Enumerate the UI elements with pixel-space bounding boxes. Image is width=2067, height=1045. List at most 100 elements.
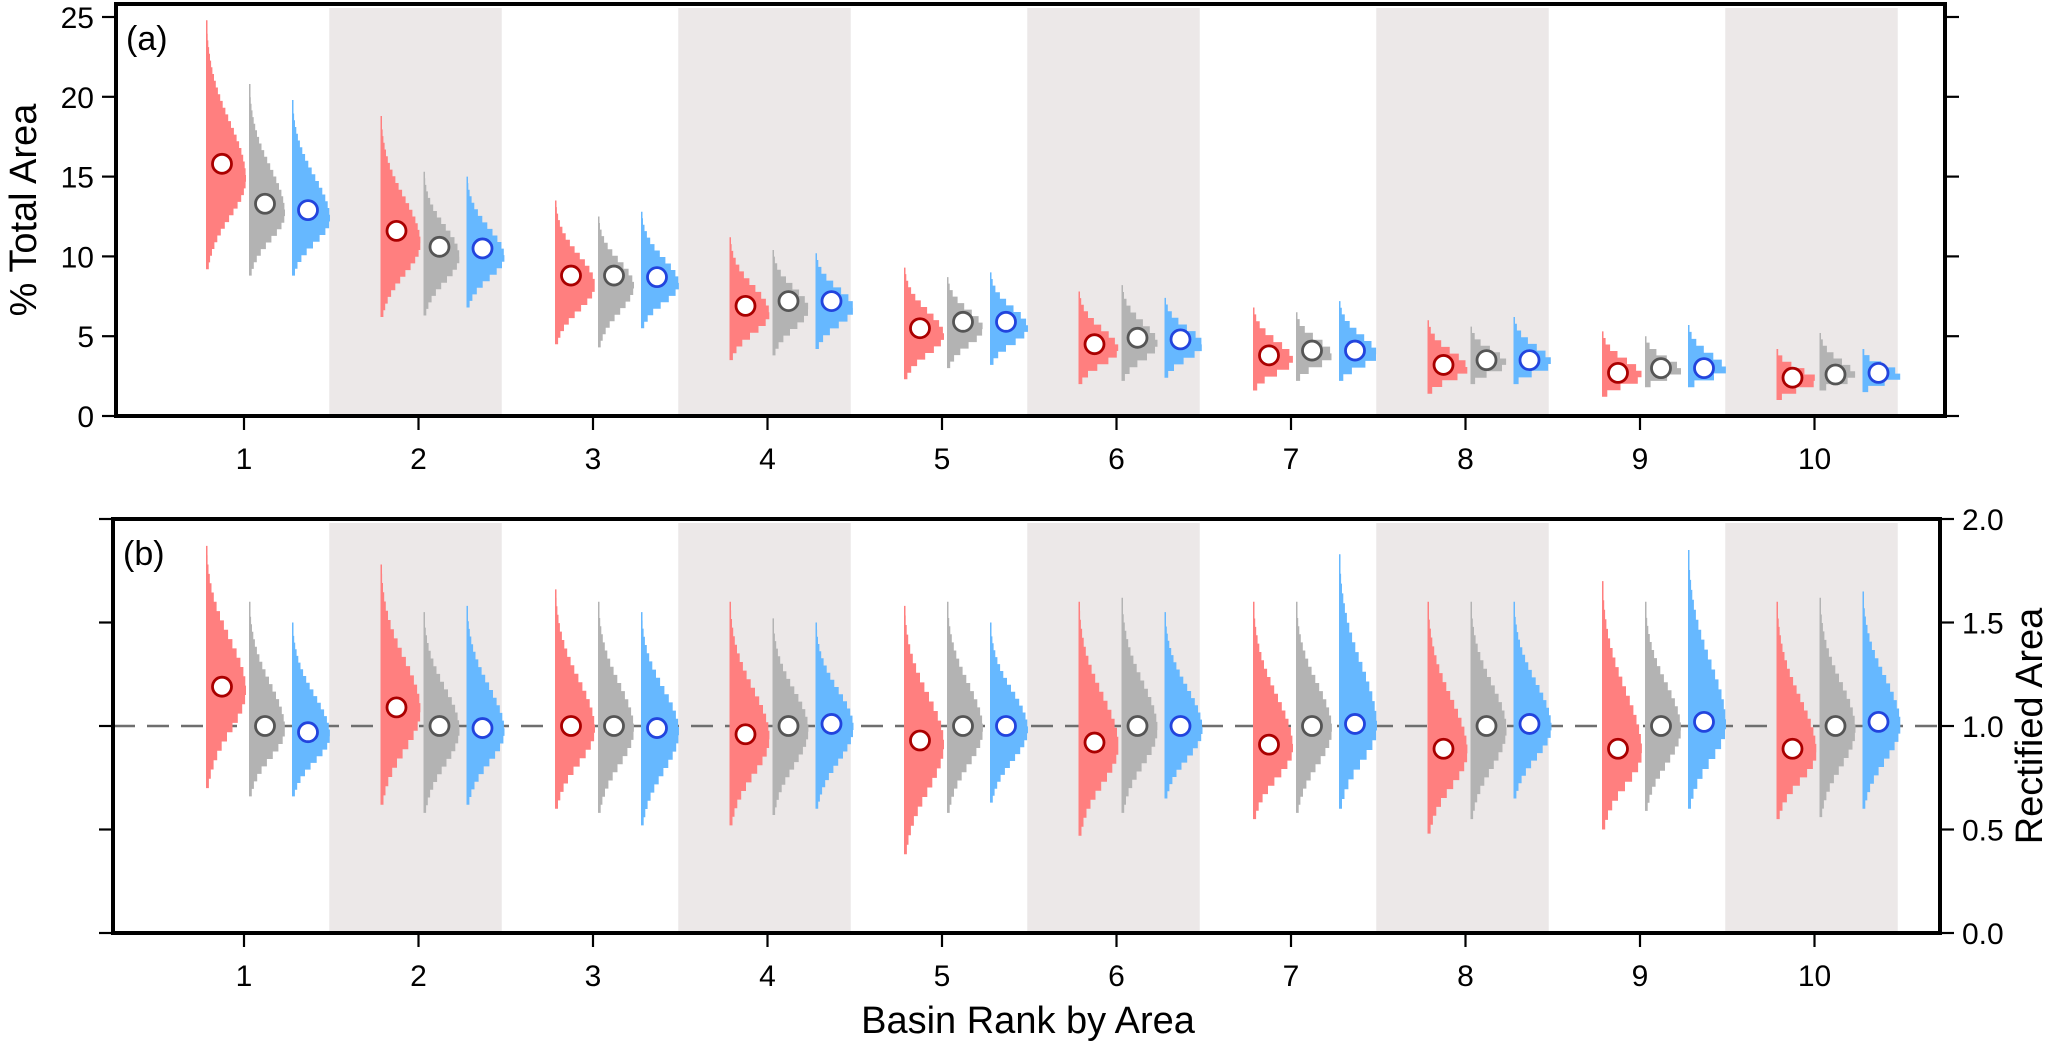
marker-blue-basin-3 xyxy=(646,717,668,739)
x-tick-label: 3 xyxy=(585,960,602,993)
y-tick-label: 1.5 xyxy=(1962,608,2004,641)
histogram-blue-basin-10 xyxy=(1862,591,1901,809)
marker-red-basin-4 xyxy=(734,723,757,746)
marker-gray-basin-7 xyxy=(1301,339,1323,362)
marker-gray-basin-1 xyxy=(254,192,276,215)
marker-blue-basin-1 xyxy=(297,721,319,744)
histogram-red-basin-5 xyxy=(904,605,944,855)
x-tick-label: 4 xyxy=(759,960,776,993)
marker-red-basin-4 xyxy=(734,294,757,317)
histogram-blue-basin-9 xyxy=(1688,550,1726,809)
x-tick-label: 1 xyxy=(236,443,253,476)
histogram-blue-basin-7 xyxy=(1339,554,1377,809)
x-tick-label: 10 xyxy=(1798,443,1831,476)
panel-a-bands xyxy=(329,8,1898,414)
histogram-red-basin-7 xyxy=(1253,601,1293,820)
histogram-gray-basin-1 xyxy=(249,601,285,797)
marker-gray-basin-7 xyxy=(1301,715,1323,737)
histogram-red-basin-9 xyxy=(1602,581,1642,830)
panel-a-markers xyxy=(211,152,1890,389)
marker-red-basin-3 xyxy=(560,264,582,287)
histogram-red-basin-1 xyxy=(206,545,246,789)
x-tick-label: 5 xyxy=(934,443,951,476)
marker-red-basin-1 xyxy=(211,152,233,175)
x-tick-label: 3 xyxy=(585,443,602,476)
panel-a-y-axis-title: % Total Area xyxy=(3,103,45,317)
x-tick-label: 2 xyxy=(410,960,427,993)
marker-gray-basin-6 xyxy=(1126,715,1149,737)
x-tick-label: 8 xyxy=(1457,960,1474,993)
y-tick-label: 10 xyxy=(61,241,94,274)
marker-blue-basin-4 xyxy=(820,713,843,735)
histogram-gray-basin-2 xyxy=(423,612,460,813)
panel-a: 1 2 3 4 5 6 7 8 9 10 0 5 10 15 20 25 (a) % Total Area xyxy=(3,2,1959,476)
marker-red-basin-8 xyxy=(1432,737,1455,760)
marker-blue-basin-2 xyxy=(471,717,494,739)
x-tick-label: 7 xyxy=(1283,960,1300,993)
marker-red-basin-9 xyxy=(1607,362,1629,384)
histogram-red-basin-6 xyxy=(1078,601,1119,836)
marker-gray-basin-10 xyxy=(1824,715,1847,737)
panel-b-axes: 1 2 3 4 5 6 7 8 9 10 0.0 0.5 1.0 1.5 2.0 xyxy=(99,504,2004,993)
panel-b-y-axis-title: Rectified Area xyxy=(2009,607,2051,844)
marker-gray-basin-2 xyxy=(428,235,451,258)
marker-red-basin-9 xyxy=(1607,737,1629,760)
panel-a-frame xyxy=(114,2,1947,418)
y-tick-label: 1.0 xyxy=(1962,711,2004,744)
x-tick-label: 5 xyxy=(934,960,951,993)
marker-gray-basin-3 xyxy=(603,715,625,737)
marker-blue-basin-9 xyxy=(1693,357,1715,380)
histogram-gray-basin-7 xyxy=(1296,601,1332,813)
marker-blue-basin-4 xyxy=(820,290,843,312)
marker-red-basin-7 xyxy=(1258,344,1280,367)
category-band xyxy=(1725,8,1898,414)
histogram-gray-basin-5 xyxy=(947,601,983,813)
marker-gray-basin-4 xyxy=(777,290,800,312)
marker-blue-basin-7 xyxy=(1344,339,1366,362)
y-tick-label: 15 xyxy=(61,162,94,195)
histogram-red-basin-2 xyxy=(380,564,421,805)
marker-gray-basin-6 xyxy=(1126,326,1149,349)
histogram-red-basin-1 xyxy=(206,20,246,270)
y-tick-label: 20 xyxy=(61,82,94,115)
marker-gray-basin-1 xyxy=(254,715,276,737)
x-tick-label: 10 xyxy=(1798,960,1831,993)
marker-gray-basin-5 xyxy=(952,310,974,333)
histogram-gray-basin-8 xyxy=(1470,601,1507,820)
histogram-gray-basin-3 xyxy=(598,601,634,813)
histogram-blue-basin-2 xyxy=(466,605,505,805)
marker-red-basin-8 xyxy=(1432,354,1455,376)
marker-red-basin-1 xyxy=(211,675,233,698)
marker-red-basin-2 xyxy=(385,219,408,242)
marker-gray-basin-9 xyxy=(1650,357,1672,380)
marker-gray-basin-3 xyxy=(603,264,625,287)
histogram-red-basin-4 xyxy=(729,601,770,826)
marker-red-basin-10 xyxy=(1781,737,1804,760)
marker-gray-basin-10 xyxy=(1824,363,1847,386)
histogram-gray-basin-10 xyxy=(1819,597,1856,818)
x-tick-label: 7 xyxy=(1283,443,1300,476)
panel-a-label: (a) xyxy=(126,20,168,58)
panel-b: 1 2 3 4 5 6 7 8 9 10 0.0 0.5 1.0 1.5 2.0 (b) Rectified… xyxy=(99,504,2051,1042)
marker-gray-basin-9 xyxy=(1650,715,1672,737)
marker-blue-basin-6 xyxy=(1169,328,1192,351)
y-tick-label: 0.0 xyxy=(1962,918,2004,951)
panel-b-markers xyxy=(211,675,1890,760)
marker-gray-basin-4 xyxy=(777,715,800,737)
marker-blue-basin-6 xyxy=(1169,715,1192,737)
y-tick-label: 5 xyxy=(77,321,94,354)
histogram-blue-basin-8 xyxy=(1513,601,1552,799)
x-axis-title: Basin Rank by Area xyxy=(861,1000,1196,1042)
x-tick-label: 8 xyxy=(1457,443,1474,476)
histogram-gray-basin-9 xyxy=(1645,601,1681,811)
x-tick-label: 2 xyxy=(410,443,427,476)
marker-blue-basin-3 xyxy=(646,266,668,289)
histogram-gray-basin-6 xyxy=(1121,597,1158,813)
marker-red-basin-10 xyxy=(1781,366,1804,389)
marker-red-basin-2 xyxy=(385,696,408,719)
marker-gray-basin-8 xyxy=(1475,715,1498,737)
marker-red-basin-6 xyxy=(1083,333,1106,356)
panel-b-histograms xyxy=(206,545,1901,855)
x-tick-label: 1 xyxy=(236,960,253,993)
y-tick-label: 25 xyxy=(61,2,94,35)
